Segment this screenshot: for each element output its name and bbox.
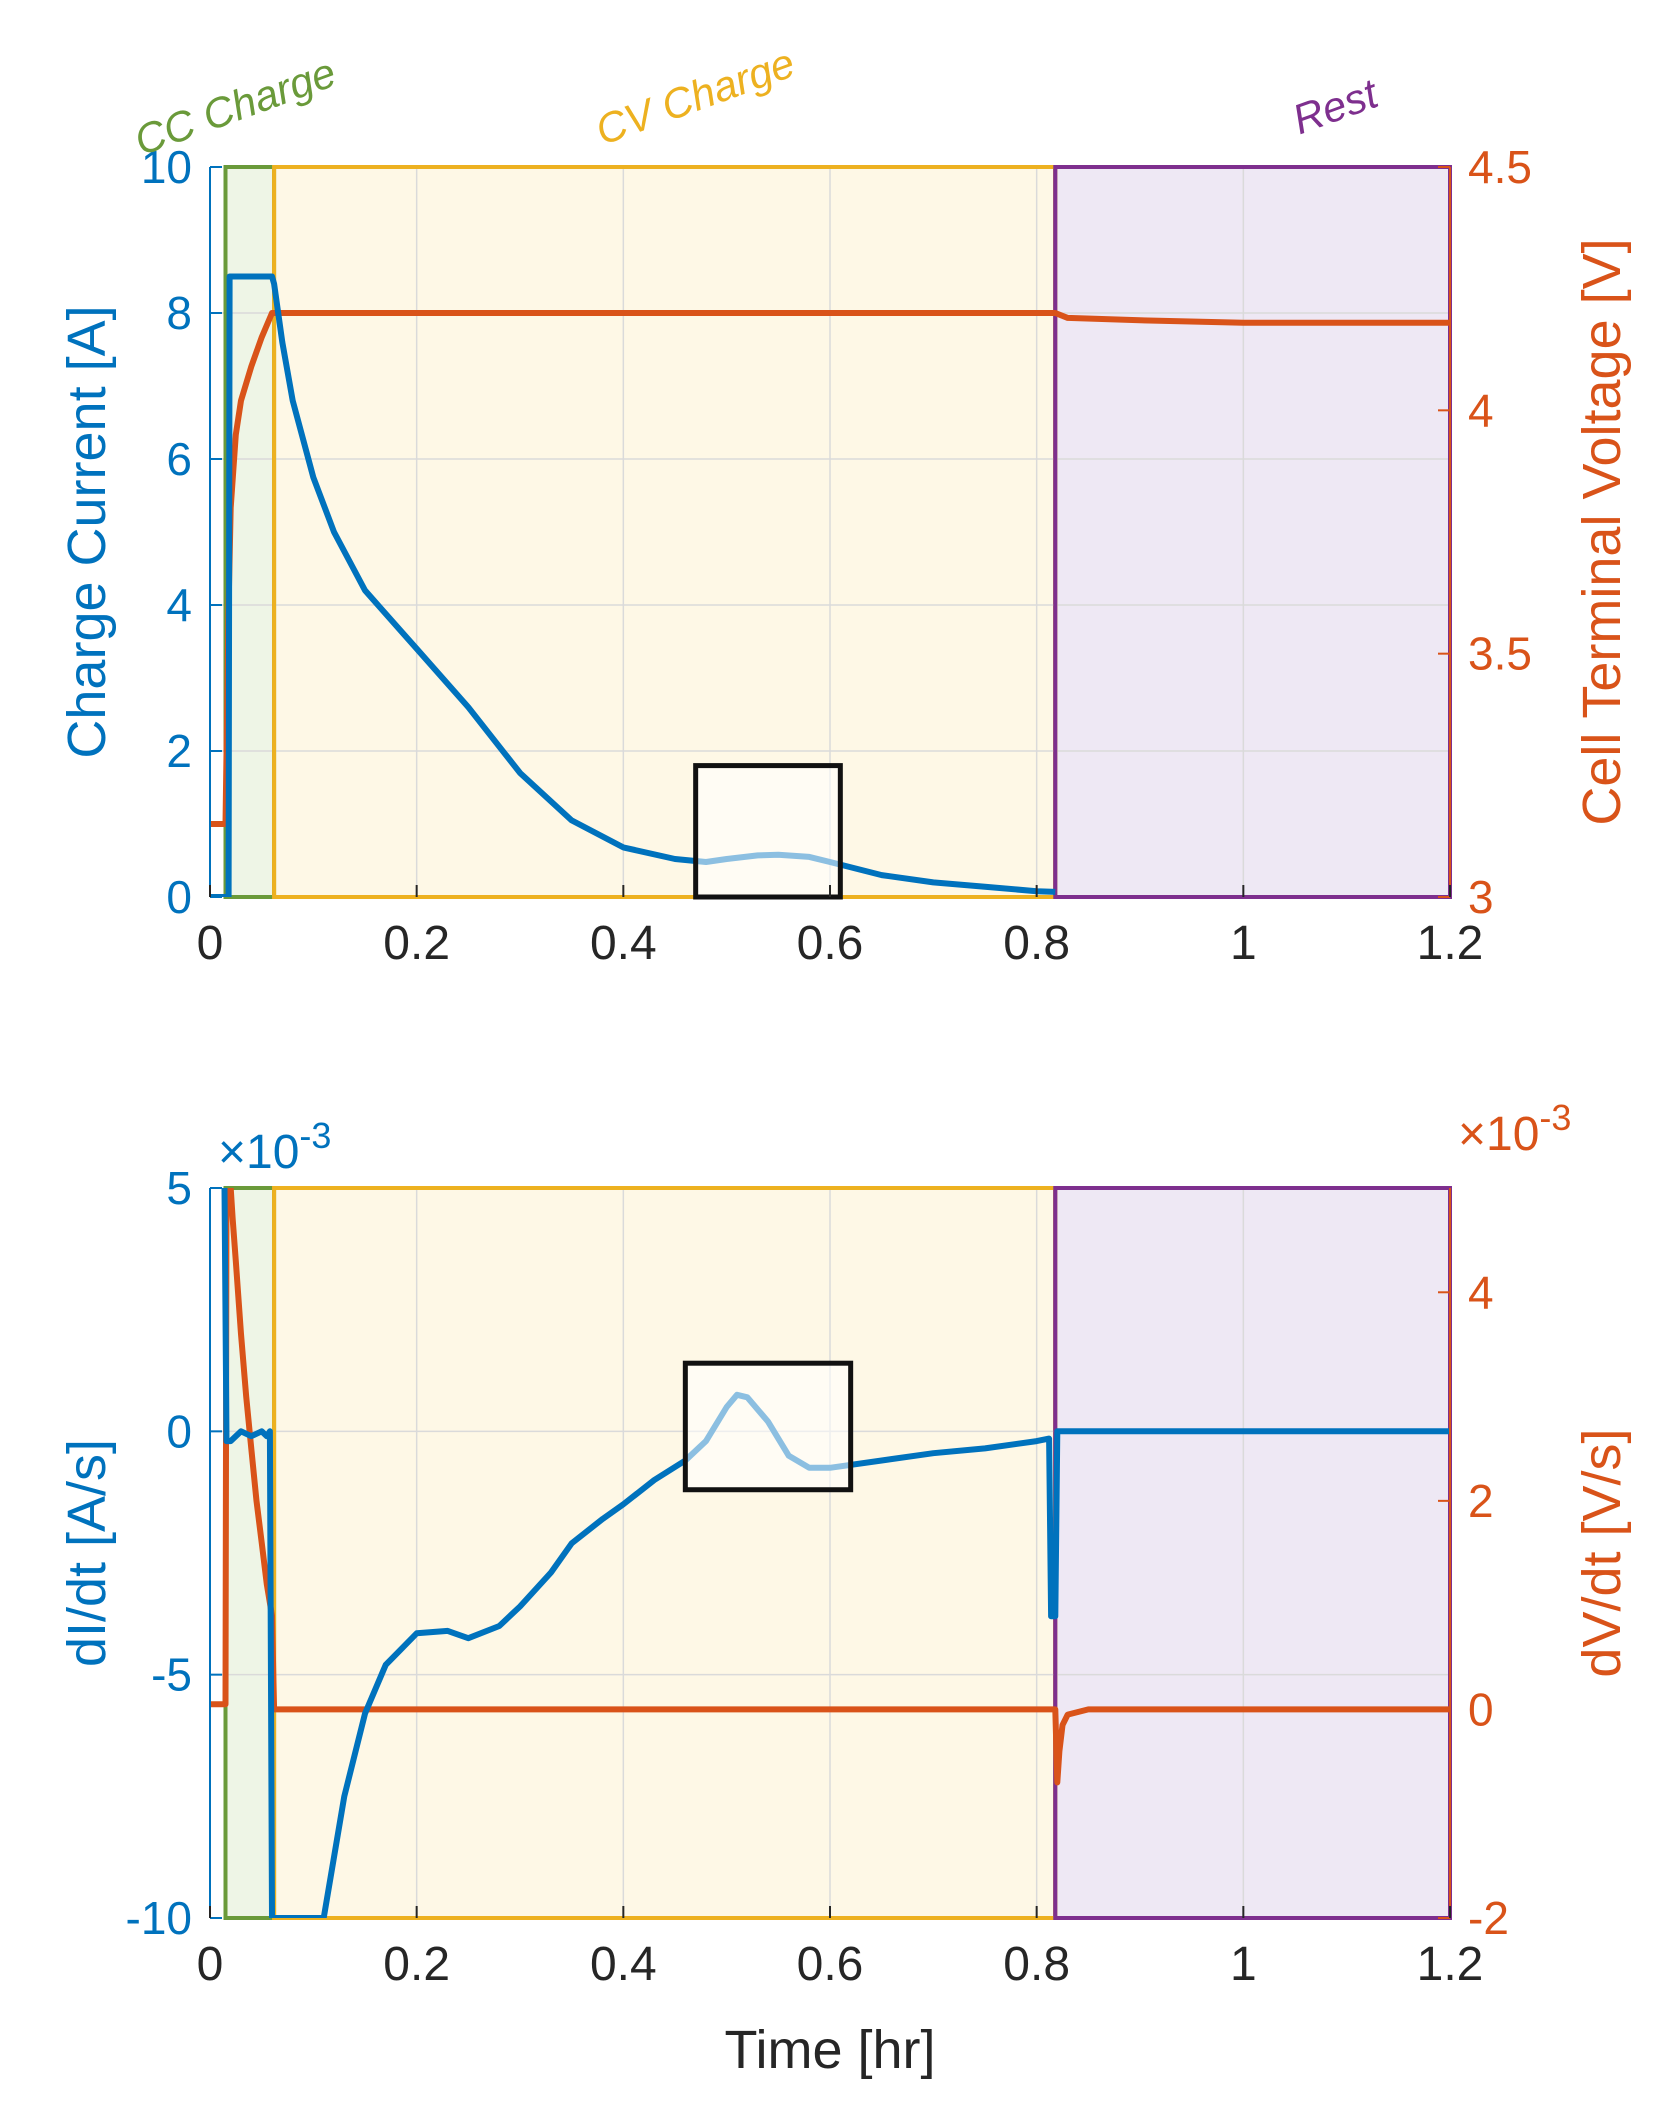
x-tick-label: 0 — [197, 1938, 224, 1991]
phase-region-cv-charge — [272, 165, 1058, 899]
phase-label-rest: Rest — [1286, 69, 1385, 143]
left-tick-label: 8 — [166, 287, 192, 339]
series-line-charge-current — [210, 273, 1056, 897]
phase-region-rest — [1053, 165, 1453, 899]
phase-region-cc-charge — [223, 1186, 277, 1920]
right-tick-label: -2 — [1468, 1892, 1509, 1944]
left-tick-label: 6 — [166, 433, 192, 485]
x-tick-label: 0.4 — [590, 1938, 657, 1991]
right-exponent-label: ×10-3 — [1458, 1097, 1571, 1161]
right-tick-label: 4.5 — [1468, 141, 1532, 193]
left-exponent-label: ×10-3 — [218, 1115, 331, 1179]
left-tick-label: 5 — [166, 1162, 192, 1214]
x-tick-label: 0.4 — [590, 917, 657, 970]
x-tick-label: 1 — [1230, 1938, 1257, 1991]
left-tick-label: -10 — [126, 1892, 192, 1944]
right-tick-label: 3.5 — [1468, 628, 1532, 680]
x-tick-label: 1 — [1230, 917, 1257, 970]
x-tick-label: 0.8 — [1003, 917, 1070, 970]
left-tick-label: 2 — [166, 725, 192, 777]
left-tick-label: 0 — [166, 1405, 192, 1457]
x-tick-label: 0.2 — [383, 1938, 450, 1991]
x-tick-label: 0 — [197, 917, 224, 970]
series-line-di-dt — [221, 1188, 1450, 1918]
left-axis-label: Charge Current [A] — [57, 305, 117, 758]
bottom-chart: -10 -5 0 5 -2 0 2 4 0 0.2 0.4 0.6 0.8 1 1.2 dI/dt [A/s]… — [57, 1097, 1632, 2080]
top-chart: 0 2 4 6 8 10 3 3.5 4 4.5 0 0.2 0.4 0.6 0.8 1 1.2 Charge C… — [57, 39, 1632, 970]
x-axis-label: Time [hr] — [724, 2020, 935, 2080]
x-tick-label: 1.2 — [1417, 1938, 1484, 1991]
right-tick-label: 4 — [1468, 384, 1494, 436]
right-axis-label: dV/dt [V/s] — [1572, 1428, 1632, 1677]
left-tick-label: 0 — [166, 871, 192, 923]
x-tick-label: 0.6 — [797, 917, 864, 970]
left-axis-label: dI/dt [A/s] — [57, 1439, 117, 1667]
phase-region-rest — [1053, 1186, 1453, 1920]
left-tick-label: 10 — [141, 141, 192, 193]
highlight-box — [693, 763, 843, 900]
left-tick-label: 4 — [166, 579, 192, 631]
right-tick-label: 3 — [1468, 871, 1494, 923]
right-tick-label: 2 — [1468, 1475, 1494, 1527]
highlight-box — [682, 1360, 854, 1493]
phase-label-cc-charge: CC Charge — [128, 48, 341, 164]
right-axis-label: Cell Terminal Voltage [V] — [1572, 238, 1632, 825]
right-tick-label: 0 — [1468, 1683, 1494, 1735]
x-tick-label: 0.2 — [383, 917, 450, 970]
x-tick-label: 0.8 — [1003, 1938, 1070, 1991]
x-tick-label: 0.6 — [797, 1938, 864, 1991]
phase-label-cv-charge: CV Charge — [589, 39, 800, 154]
phase-region-cv-charge — [272, 1186, 1058, 1920]
x-tick-label: 1.2 — [1417, 917, 1484, 970]
right-tick-label: 4 — [1468, 1266, 1494, 1318]
left-tick-label: -5 — [151, 1649, 192, 1701]
